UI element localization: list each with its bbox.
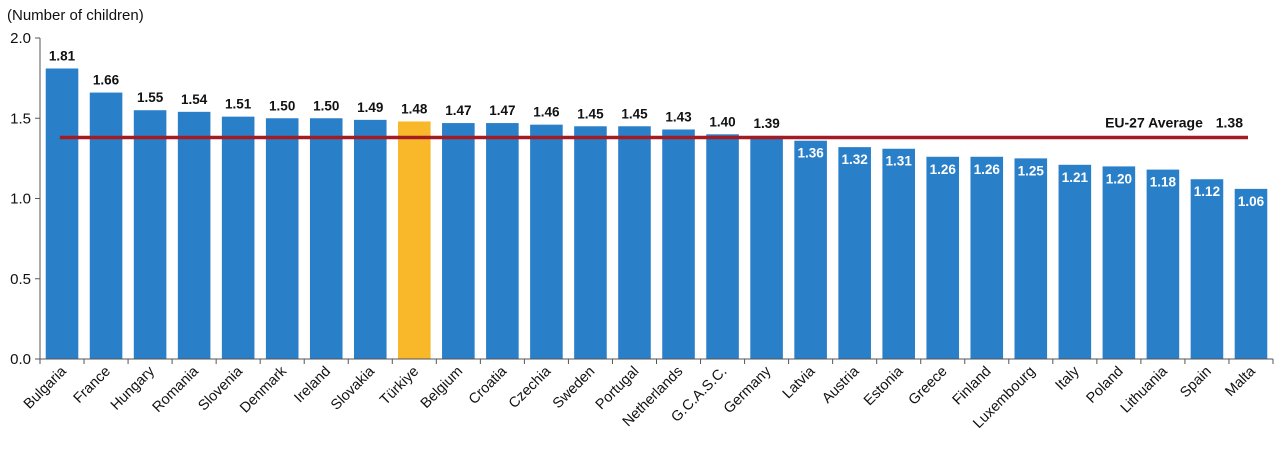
bar-france (89, 92, 123, 359)
x-tick-label: Poland (1083, 364, 1126, 407)
data-label: 1.43 (665, 109, 692, 124)
y-tick-label: 2.0 (10, 30, 31, 47)
bar-romania (177, 111, 211, 359)
x-tick-label: Austria (819, 363, 863, 407)
data-label: 1.39 (753, 116, 779, 131)
data-label: 1.20 (1106, 171, 1132, 186)
data-label: 1.12 (1194, 184, 1220, 199)
data-label: 1.66 (93, 73, 120, 88)
bar-lithuania (1146, 169, 1180, 359)
x-tick-label: Belgium (418, 364, 466, 412)
eu-average-label-text: EU-27 Average (1105, 115, 1203, 131)
bar-latvia (794, 140, 827, 359)
bar-germany (750, 135, 783, 359)
bar-slovakia (353, 119, 387, 359)
bar-belgium (442, 123, 475, 359)
data-label: 1.36 (797, 146, 824, 161)
data-label: 1.45 (577, 106, 604, 121)
bar-slovenia (221, 116, 255, 360)
x-tick-label: Sweden (550, 364, 598, 412)
data-label: 1.51 (225, 97, 252, 112)
eu-average-label: EU-27 Average 1.38 (1105, 115, 1243, 131)
data-label: 1.49 (357, 100, 383, 115)
y-tick-label: 1.5 (10, 110, 31, 127)
bar-spain (1190, 179, 1224, 359)
data-label: 1.26 (930, 162, 957, 177)
bar-bulgaria (45, 68, 79, 360)
data-label: 1.18 (1150, 175, 1177, 190)
eu-average-value: 1.38 (1216, 115, 1243, 131)
data-label: 1.50 (313, 98, 339, 113)
x-tick-label: Malta (1222, 363, 1259, 400)
data-label: 1.47 (489, 103, 515, 118)
y-tick-label: 0.0 (10, 351, 31, 368)
bar-ireland (309, 118, 343, 359)
x-axis-labels: Bulgaria FranceHungaryRomaniaSloveniaDenm… (21, 359, 1274, 432)
x-tick-label: Croatia (466, 363, 511, 408)
bar-malta (1234, 188, 1268, 359)
x-tick-label: Ireland (291, 364, 334, 407)
data-label: 1.47 (445, 103, 471, 118)
bars (45, 68, 1268, 360)
average-line-group: EU-27 Average 1.38 (59, 115, 1248, 140)
data-label: 1.54 (181, 92, 208, 107)
x-tick-label: Bulgaria (21, 363, 71, 413)
bar-portugal (618, 126, 651, 360)
data-label: 1.55 (137, 90, 164, 105)
data-labels: 1.81 1.66 1.55 1.54 1.51 1.50 1.50 1.49 1.48 1.47… (49, 48, 1265, 208)
bar-czechia (530, 124, 563, 359)
data-label: 1.50 (269, 98, 295, 113)
bar-estonia (882, 148, 915, 359)
data-label: 1.48 (401, 101, 428, 116)
data-label: 1.21 (1062, 170, 1089, 185)
data-label: 1.81 (49, 48, 76, 63)
y-axis-label: (Number of children) (7, 7, 144, 24)
y-tick-label: 0.5 (10, 271, 31, 288)
bar-denmark (265, 118, 299, 359)
data-label: 1.32 (842, 152, 868, 167)
x-tick-label: Spain (1177, 364, 1215, 402)
bar-finland (970, 156, 1004, 359)
data-label: 1.40 (709, 114, 735, 129)
data-label: 1.25 (1018, 163, 1045, 178)
x-tick-label: Denmark (237, 363, 290, 416)
bar-croatia (486, 123, 519, 359)
x-tick-label: Lithuania (1118, 363, 1172, 417)
x-tick-label: Türkiye (377, 364, 422, 409)
x-tick-label: Latvia (780, 363, 819, 402)
bar-italy (1058, 164, 1092, 359)
x-tick-label: Czechia (506, 363, 555, 412)
data-label: 1.45 (621, 106, 648, 121)
x-tick-label: Slovakia (328, 363, 379, 414)
data-label: 1.26 (974, 162, 1001, 177)
bar-t-rkiye (398, 121, 431, 360)
y-axis-ticks: 0.0 0.5 1.0 1.5 2.0 (10, 30, 40, 368)
axes (39, 38, 1273, 360)
data-label: 1.46 (533, 105, 560, 120)
bar-g-c-a-s-c- (706, 134, 739, 359)
x-tick-label: Estonia (861, 363, 907, 409)
bar-luxembourg (1014, 158, 1048, 359)
y-tick-label: 1.0 (10, 191, 31, 208)
bar-poland (1102, 166, 1136, 359)
bar-netherlands (662, 129, 695, 359)
bar-hungary (133, 110, 167, 359)
bar-sweden (574, 126, 607, 360)
bar-greece (926, 156, 960, 359)
x-tick-label: Romania (150, 363, 203, 416)
x-tick-label: France (71, 364, 114, 407)
data-label: 1.31 (886, 154, 913, 169)
data-label: 1.06 (1238, 194, 1265, 209)
x-tick-label: Germany (721, 363, 775, 417)
x-tick-label: Italy (1053, 363, 1084, 394)
x-tick-label: Greece (906, 364, 951, 409)
bar-austria (838, 147, 871, 359)
